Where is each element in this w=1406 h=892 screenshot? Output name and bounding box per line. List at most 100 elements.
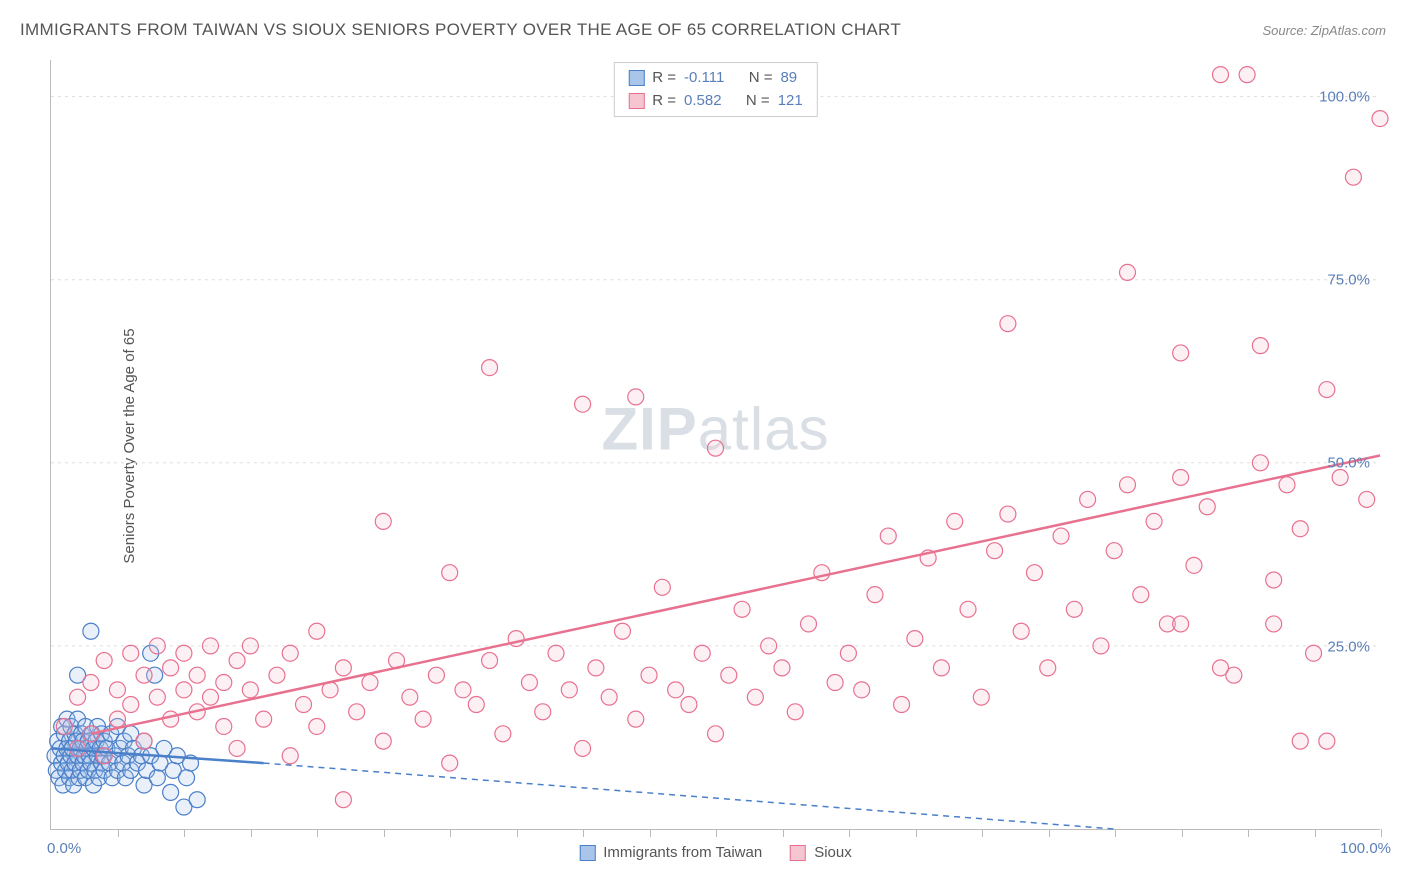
data-point-sioux	[415, 711, 431, 727]
data-point-sioux	[1093, 638, 1109, 654]
r-value: 0.582	[684, 90, 722, 113]
data-point-sioux	[1319, 733, 1335, 749]
data-point-sioux	[1252, 455, 1268, 471]
data-point-sioux	[96, 748, 112, 764]
y-tick-label: 75.0%	[1327, 272, 1370, 289]
data-point-sioux	[535, 704, 551, 720]
data-point-sioux	[70, 740, 86, 756]
data-point-sioux	[588, 660, 604, 676]
data-point-sioux	[1119, 477, 1135, 493]
legend-item-taiwan: Immigrants from Taiwan	[579, 844, 762, 861]
x-minor-tick	[783, 829, 784, 837]
n-value: 121	[778, 90, 803, 113]
data-point-sioux	[375, 513, 391, 529]
x-minor-tick	[1248, 829, 1249, 837]
r-value: -0.111	[684, 67, 724, 90]
stats-row-sioux: R =0.582 N =121	[628, 90, 802, 113]
data-point-sioux	[1066, 601, 1082, 617]
data-point-taiwan	[189, 792, 205, 808]
x-minor-tick	[982, 829, 983, 837]
data-point-sioux	[1292, 521, 1308, 537]
data-point-sioux	[747, 689, 763, 705]
x-minor-tick	[1115, 829, 1116, 837]
n-label: N =	[746, 90, 770, 113]
data-point-sioux	[123, 645, 139, 661]
data-point-sioux	[349, 704, 365, 720]
data-point-sioux	[521, 675, 537, 691]
data-point-sioux	[1252, 338, 1268, 354]
data-point-sioux	[309, 623, 325, 639]
data-point-sioux	[149, 689, 165, 705]
data-point-sioux	[1279, 477, 1295, 493]
data-point-sioux	[136, 733, 152, 749]
data-point-sioux	[202, 638, 218, 654]
legend-swatch-taiwan	[579, 845, 595, 861]
data-point-sioux	[1026, 565, 1042, 581]
data-point-sioux	[973, 689, 989, 705]
data-point-sioux	[721, 667, 737, 683]
data-point-taiwan	[149, 770, 165, 786]
chart-title: IMMIGRANTS FROM TAIWAN VS SIOUX SENIORS …	[20, 20, 901, 40]
data-point-sioux	[202, 689, 218, 705]
data-point-sioux	[428, 667, 444, 683]
data-point-sioux	[176, 682, 192, 698]
data-point-sioux	[1053, 528, 1069, 544]
data-point-sioux	[1173, 345, 1189, 361]
data-point-sioux	[176, 645, 192, 661]
x-minor-tick	[384, 829, 385, 837]
data-point-sioux	[375, 733, 391, 749]
data-point-sioux	[681, 697, 697, 713]
data-point-sioux	[335, 792, 351, 808]
stats-legend-box: R =-0.111 N =89R =0.582 N =121	[613, 62, 817, 117]
data-point-sioux	[1332, 469, 1348, 485]
data-point-sioux	[56, 718, 72, 734]
data-point-sioux	[189, 667, 205, 683]
data-point-sioux	[840, 645, 856, 661]
data-point-sioux	[894, 697, 910, 713]
source-attribution: Source: ZipAtlas.com	[1262, 23, 1386, 38]
data-point-taiwan	[163, 784, 179, 800]
plot-svg	[51, 60, 1380, 829]
data-point-sioux	[96, 653, 112, 669]
data-point-sioux	[109, 682, 125, 698]
data-point-taiwan	[83, 623, 99, 639]
data-point-sioux	[1345, 169, 1361, 185]
data-point-sioux	[1266, 572, 1282, 588]
data-point-sioux	[1359, 491, 1375, 507]
data-point-sioux	[136, 667, 152, 683]
data-point-sioux	[402, 689, 418, 705]
data-point-sioux	[1319, 382, 1335, 398]
swatch-sioux	[628, 93, 644, 109]
data-point-sioux	[575, 740, 591, 756]
r-label: R =	[652, 67, 676, 90]
stats-row-taiwan: R =-0.111 N =89	[628, 67, 802, 90]
n-value: 89	[780, 67, 797, 90]
x-minor-tick	[251, 829, 252, 837]
data-point-sioux	[867, 587, 883, 603]
data-point-sioux	[880, 528, 896, 544]
data-point-sioux	[149, 638, 165, 654]
data-point-sioux	[1000, 316, 1016, 332]
data-point-sioux	[601, 689, 617, 705]
data-point-sioux	[1133, 587, 1149, 603]
x-minor-tick	[1182, 829, 1183, 837]
data-point-sioux	[1306, 645, 1322, 661]
data-point-sioux	[163, 660, 179, 676]
data-point-sioux	[1173, 469, 1189, 485]
trendline-sioux	[91, 455, 1380, 733]
data-point-sioux	[123, 697, 139, 713]
data-point-sioux	[801, 616, 817, 632]
x-minor-tick	[118, 829, 119, 837]
y-tick-label: 25.0%	[1327, 638, 1370, 655]
data-point-sioux	[282, 645, 298, 661]
data-point-sioux	[163, 711, 179, 727]
data-point-sioux	[654, 579, 670, 595]
plot-area: ZIPatlas R =-0.111 N =89R =0.582 N =121 …	[50, 60, 1380, 830]
data-point-sioux	[987, 543, 1003, 559]
legend-label: Immigrants from Taiwan	[603, 844, 762, 861]
data-point-taiwan	[179, 770, 195, 786]
data-point-sioux	[1000, 506, 1016, 522]
data-point-sioux	[548, 645, 564, 661]
data-point-sioux	[561, 682, 577, 698]
data-point-sioux	[83, 675, 99, 691]
